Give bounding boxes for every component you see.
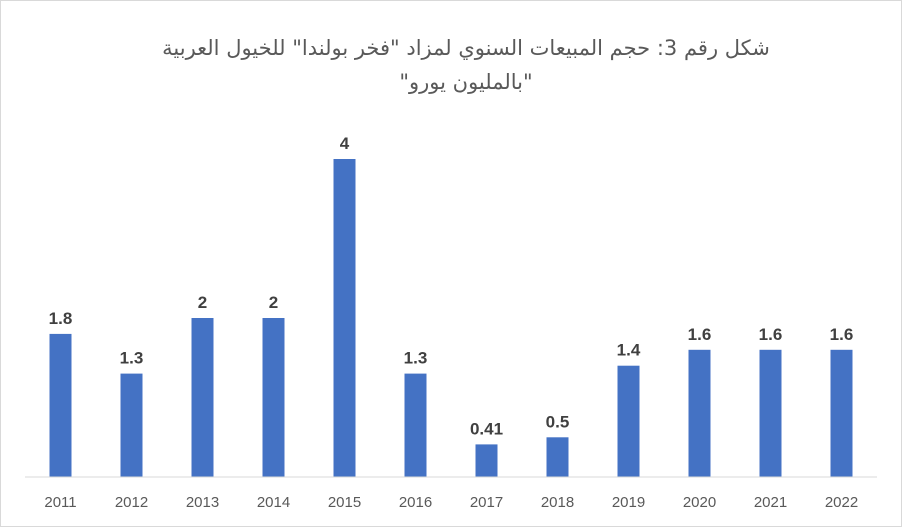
data-label-2016: 1.3 bbox=[404, 349, 428, 368]
x-tick-2020: 2020 bbox=[683, 494, 716, 511]
data-label-2012: 1.3 bbox=[120, 349, 144, 368]
bars-group bbox=[49, 159, 853, 478]
x-tick-2019: 2019 bbox=[612, 494, 645, 511]
bar-2013 bbox=[191, 318, 214, 477]
x-tick-2017: 2017 bbox=[470, 494, 503, 511]
bar-2022 bbox=[830, 349, 853, 477]
bar-2020 bbox=[688, 349, 711, 477]
data-label-2022: 1.6 bbox=[830, 325, 854, 344]
data-label-2020: 1.6 bbox=[688, 325, 712, 344]
bar-2015 bbox=[333, 159, 356, 477]
chart-title: شكل رقم 3: حجم المبيعات السنوي لمزاد "فخ… bbox=[121, 31, 811, 99]
bar-2011 bbox=[49, 333, 72, 477]
x-tick-2018: 2018 bbox=[541, 494, 574, 511]
data-label-2018: 0.5 bbox=[546, 412, 570, 431]
data-label-2019: 1.4 bbox=[617, 341, 641, 360]
x-tick-2012: 2012 bbox=[115, 494, 148, 511]
x-tick-2021: 2021 bbox=[754, 494, 787, 511]
data-label-2017: 0.41 bbox=[470, 419, 503, 438]
x-tick-2013: 2013 bbox=[186, 494, 219, 511]
data-label-2015: 4 bbox=[340, 134, 350, 153]
x-tick-2014: 2014 bbox=[257, 494, 290, 511]
chart-title-line-2: "بالمليون يورو" bbox=[399, 70, 533, 94]
x-tick-2011: 2011 bbox=[44, 494, 76, 511]
data-labels-group: 1.8 1.3 2 2 4 1.3 0.41 0.5 1.4 1.6 1.6 1.6 bbox=[49, 134, 854, 438]
bar-2021 bbox=[759, 349, 782, 477]
bar-2018 bbox=[546, 437, 569, 478]
bar-2019 bbox=[617, 365, 640, 477]
x-tick-2016: 2016 bbox=[399, 494, 432, 511]
bar-2016 bbox=[404, 373, 427, 477]
bar-2014 bbox=[262, 318, 285, 477]
data-label-2011: 1.8 bbox=[49, 309, 73, 328]
data-label-2013: 2 bbox=[198, 293, 207, 312]
bar-2012 bbox=[120, 373, 143, 477]
data-label-2014: 2 bbox=[269, 293, 278, 312]
x-tick-2022: 2022 bbox=[825, 494, 858, 511]
chart-title-line-1: شكل رقم 3: حجم المبيعات السنوي لمزاد "فخ… bbox=[162, 36, 770, 60]
x-tick-labels-group: 2011 2012 2013 2014 2015 2016 2017 2018 2019 2020… bbox=[44, 494, 858, 511]
x-tick-2015: 2015 bbox=[328, 494, 361, 511]
data-label-2021: 1.6 bbox=[759, 325, 783, 344]
bar-2017 bbox=[475, 444, 498, 477]
